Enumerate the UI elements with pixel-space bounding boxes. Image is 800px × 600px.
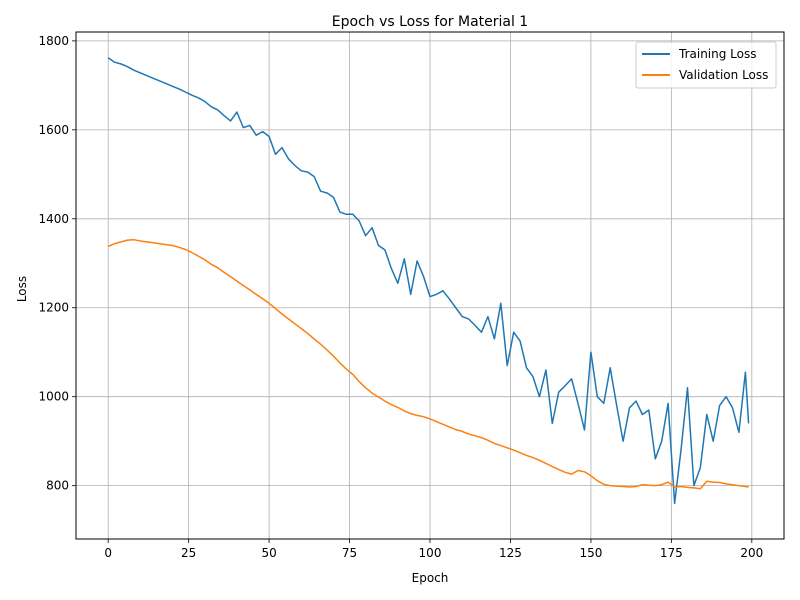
y-tick-label: 1600: [38, 123, 69, 137]
x-tick-label: 125: [499, 546, 522, 560]
y-axis-label: Loss: [15, 276, 29, 302]
x-tick-label: 50: [261, 546, 276, 560]
legend: Training Loss Validation Loss: [635, 41, 777, 89]
x-tick-label: 100: [419, 546, 442, 560]
legend-label-validation-loss: Validation Loss: [679, 68, 768, 82]
tick-layer: 0 25 50 75 100 125 150 175 200 800 1000 1200 1400 160…: [38, 34, 763, 560]
series-line-training-loss: [107, 57, 750, 505]
y-tick-label: 1800: [38, 34, 69, 48]
y-tick-label: 1400: [38, 212, 69, 226]
grid-layer: [76, 32, 784, 539]
legend-label-training-loss: Training Loss: [678, 47, 756, 61]
y-tick-label: 1000: [38, 390, 69, 404]
y-tick-label: 800: [46, 479, 69, 493]
x-tick-label: 0: [104, 546, 112, 560]
y-tick-label: 1200: [38, 301, 69, 315]
chart-title: Epoch vs Loss for Material 1: [332, 14, 528, 30]
x-tick-label: 150: [579, 546, 602, 560]
x-tick-label: 175: [660, 546, 683, 560]
series-layer: [107, 57, 750, 505]
legend-box: [635, 41, 777, 89]
x-tick-label: 200: [740, 546, 763, 560]
x-tick-label: 75: [342, 546, 357, 560]
x-tick-label: 25: [181, 546, 196, 560]
series-line-validation-loss: [107, 238, 749, 490]
x-axis-label: Epoch: [412, 571, 449, 585]
